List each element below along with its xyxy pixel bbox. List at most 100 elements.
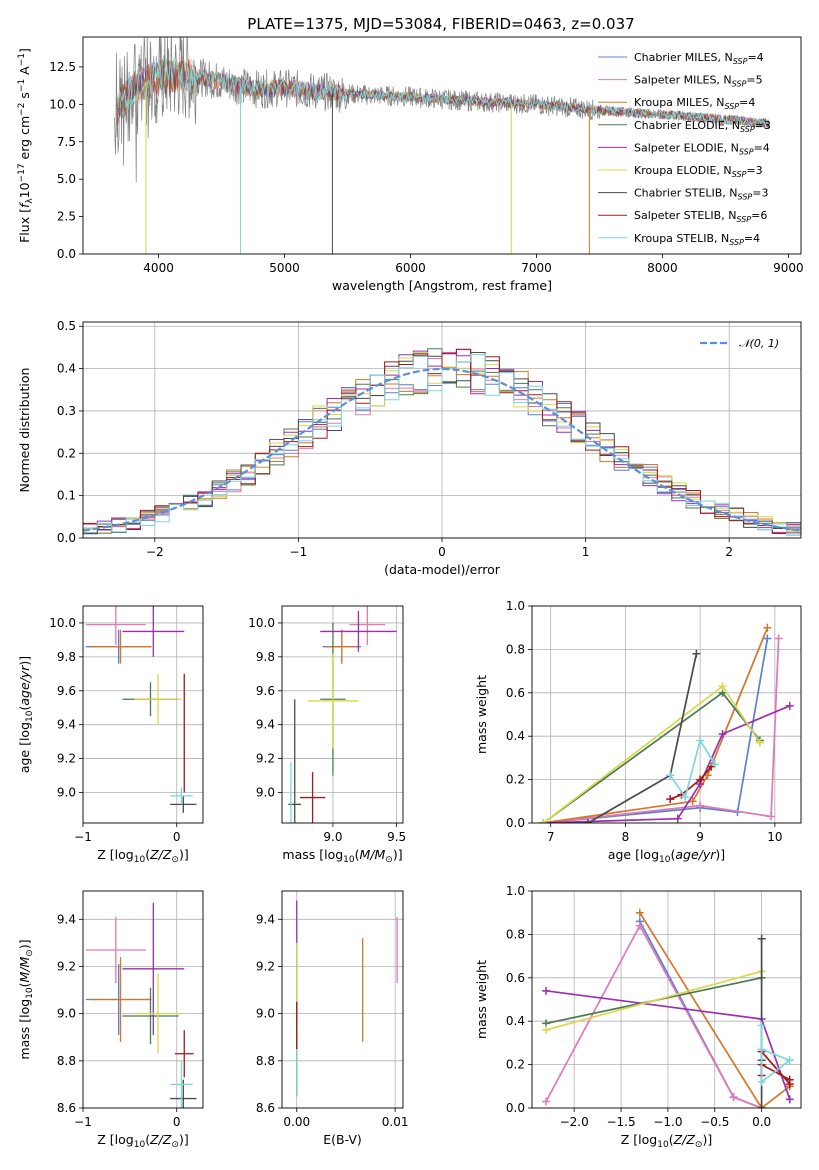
mass-weight-marker [785,1056,794,1065]
x-axis-label: (data-model)/error [384,562,501,577]
y-tick-label: 2.5 [57,210,76,224]
mass-weight-line-8 [760,1025,792,1084]
mass-weight-marker [785,701,794,710]
y-tick-label: 9.4 [57,718,76,732]
x-tick-label: 9000 [773,261,804,275]
x-tick-label: −1 [74,1115,92,1129]
y-tick-label: 9.4 [256,912,275,926]
x-tick-label: −0.5 [700,1115,729,1129]
y-tick-label: 0.6 [506,686,525,700]
x-tick-label: 5000 [269,261,300,275]
legend-entry-label: Kroupa ELODIE, NSSP=3 [634,164,763,179]
plot-area [83,606,203,823]
panel-mass_vs_Z: −1 0 8.6 8.8 9.0 9.2 9.4 Z [log10(Z/Z⊙)] mass [l… [17,890,204,1150]
x-tick-label: 0 [173,1115,181,1129]
y-tick-label: 9.0 [256,785,275,799]
y-tick-label: 0.2 [506,1058,525,1072]
y-axis-label: Flux [fλ10−17 erg cm−2 s−1 A−1] [17,48,35,243]
mass-weight-marker [681,792,690,801]
figure-title: PLATE=1375, MJD=53084, FIBERID=0463, z=0… [247,15,634,33]
mass-weight-marker [774,634,783,643]
x-tick-label: 8 [622,830,630,844]
y-axis-label: mass [log10(M/M⊙)] [17,939,35,1059]
y-tick-label: 1.0 [506,599,525,613]
mass-weight-marker [696,801,705,810]
mass-weight-line-5 [545,970,762,1031]
y-tick-label: 1.0 [506,884,525,898]
legend-entry-label: Chabrier MILES, NSSP=4 [634,51,764,66]
y-tick-label: 8.8 [256,1054,275,1068]
y-tick-label: 9.2 [57,752,76,766]
x-tick-label: 7000 [521,261,552,275]
y-tick-label: 9.2 [256,959,275,973]
y-tick-label: 9.0 [256,1007,275,1021]
y-tick-label: 9.0 [57,785,76,799]
y-tick-label: 0.2 [506,773,525,787]
y-tick-label: 0.2 [57,446,76,460]
x-axis-label: wavelength [Angstrom, rest frame] [332,278,552,293]
y-tick-label: 9.4 [256,718,275,732]
legend-entry-label: Salpeter ELODIE, NSSP=4 [634,141,770,156]
y-tick-label: 9.4 [57,912,76,926]
mass-weight-marker [729,1093,738,1102]
y-tick-label: 10.0 [49,616,76,630]
mass-weight-line-7 [669,766,712,800]
y-tick-label: 0.0 [506,1101,525,1115]
axes-frame [281,890,404,1109]
legend-entry-label: Salpeter MILES, NSSP=5 [634,74,763,89]
legend: Chabrier MILES, NSSP=4 Salpeter MILES, NS… [598,51,771,247]
mass-weight-marker [757,1021,766,1030]
panel-age_vs_mass: 9.0 9.5 9.0 9.2 9.4 9.6 9.8 10.0 mass [log10(M/M… [248,605,406,865]
y-tick-label: 10.0 [49,97,76,111]
mass-weight-marker [692,649,701,658]
y-tick-label: 8.8 [57,1054,76,1068]
mass-weight-marker [767,812,776,821]
mass-weight-marker [785,1095,794,1104]
legend-gaussian-label: 𝒩(0, 1) [739,337,779,350]
mass-weight-line-8 [669,738,716,800]
axes-frame [281,605,404,824]
mass-weight-marker [584,819,593,823]
plot-area [532,606,801,823]
mass-weight-line-0 [543,638,769,823]
y-tick-label: 9.8 [57,650,76,664]
plot-area [282,891,403,1108]
x-tick-label: −2.0 [560,1115,589,1129]
y-tick-label: 8.6 [57,1101,76,1115]
x-tick-label: 7 [547,830,555,844]
panel-mass_vs_EBV: 0.00 0.01 8.6 8.8 9.0 9.2 9.4 E(B-V) [256,890,408,1147]
y-axis-label: Normed distribution [17,368,32,493]
y-tick-label: 0.8 [506,642,525,656]
mass-weight-line-2 [543,627,769,823]
y-tick-label: 9.6 [57,684,76,698]
y-axis-label: mass weight [474,675,489,754]
axes-frame [531,890,802,1109]
legend-entry-label: Chabrier STELIB, NSSP=3 [634,187,768,202]
x-tick-label: 0 [438,545,446,559]
y-tick-label: 0.6 [506,971,525,985]
y-tick-label: 9.2 [256,752,275,766]
x-axis-label: Z [log10(Z/Z⊙)] [97,847,188,865]
x-tick-label: 9.0 [323,830,342,844]
plot-area [114,37,770,254]
mass-weight-marker [757,1045,766,1054]
x-tick-label: −1 [74,830,92,844]
y-tick-label: 5.0 [57,172,76,186]
mass-weight-marker [718,730,727,739]
mass-weight-line-1 [543,638,780,823]
mass-weight-marker [666,795,675,804]
x-tick-label: 1 [582,545,590,559]
mass-weight-marker [696,775,705,784]
axes-frame [82,890,204,1109]
x-tick-label: 10 [767,830,782,844]
panel-spectrum: 4000 5000 6000 7000 8000 9000 0.0 2.5 5.0 7.5 10.0… [17,36,804,293]
gaussian-curve [83,367,801,532]
y-tick-label: 12.5 [49,60,76,74]
mass-weight-marker [539,819,548,823]
mass-weight-marker [673,814,682,823]
x-axis-label: Z [log10(Z/Z⊙)] [621,1132,712,1150]
y-tick-label: 0.4 [506,729,525,743]
legend-entry-label: Kroupa STELIB, NSSP=4 [634,232,760,247]
y-tick-label: 0.8 [506,927,525,941]
